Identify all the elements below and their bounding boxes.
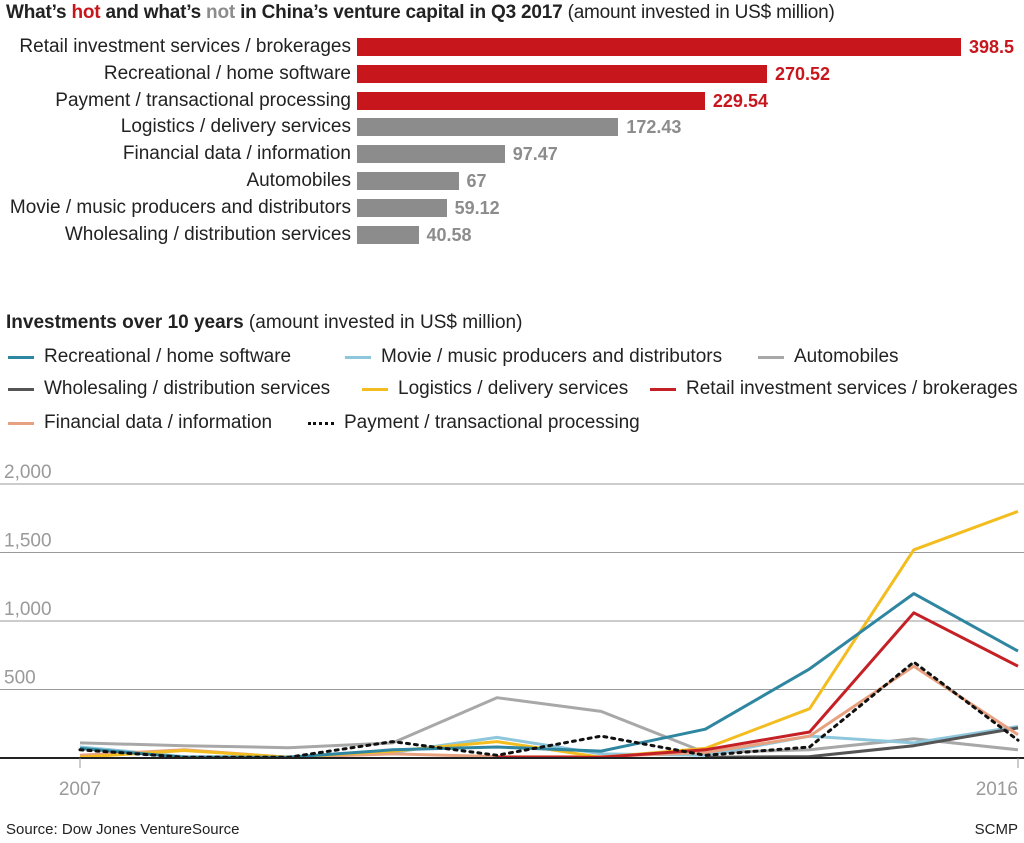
bar-row: Logistics / delivery services 172.43 (0, 116, 1024, 138)
legend-swatch (308, 421, 334, 425)
line-chart-title-text: Investments over 10 years (6, 312, 244, 333)
bar-value-label: 172.43 (626, 117, 682, 138)
legend-item: Financial data / information (8, 412, 272, 434)
legend-item: Logistics / delivery services (362, 378, 628, 400)
line-chart-title: Investments over 10 years (amount invest… (6, 312, 522, 334)
legend-label: Financial data / information (44, 412, 273, 433)
title-hot-word: hot (71, 2, 101, 23)
line-chart-unit: (amount invested in US$ million) (243, 312, 523, 333)
legend-item: Payment / transactional processing (308, 412, 640, 434)
line-chart: 2,000 1,500 1,000 500 2007 2016 (0, 462, 1024, 800)
bar-category-label: Payment / transactional processing (55, 89, 351, 111)
title-part: and what’s (100, 2, 207, 23)
bar-value-label: 97.47 (512, 144, 558, 165)
legend-swatch (362, 387, 388, 391)
legend-item: Automobiles (758, 346, 899, 368)
bar-category-label: Retail investment services / brokerages (19, 36, 351, 57)
legend-swatch (8, 421, 34, 425)
legend-swatch (8, 387, 34, 391)
legend-label: Movie / music producers and distributors (381, 346, 723, 367)
bar-chart: Retail investment services / brokerages 3… (0, 36, 1024, 256)
bar-category-label: Recreational / home software (103, 62, 351, 84)
series-line (79, 696, 1019, 754)
bar (357, 225, 419, 244)
series-line (79, 592, 1019, 759)
legend-label: Wholesaling / distribution services (44, 378, 331, 399)
series-line (705, 726, 1019, 759)
legend-label: Logistics / delivery services (398, 378, 629, 399)
bar-row: Payment / transactional processing 229.54 (0, 90, 1024, 112)
title-unit: (amount invested in US$ million) (562, 2, 835, 23)
series-line (79, 509, 1019, 759)
y-tick-label: 1,500 (4, 531, 52, 552)
bar-row: Financial data / information 97.47 (0, 143, 1024, 165)
legend-item: Retail investment services / brokerages (650, 378, 1018, 400)
bar-category-label: Financial data / information (122, 143, 351, 165)
publisher-credit: SCMP (974, 821, 1018, 838)
y-tick-label: 1,000 (4, 599, 52, 620)
x-tick-label: 2007 (59, 779, 101, 800)
y-tick-label: 2,000 (4, 462, 52, 483)
bar-row: Recreational / home software 270.52 (0, 63, 1024, 85)
bar (357, 38, 961, 56)
legend-item: Wholesaling / distribution services (8, 378, 330, 400)
bar-category-label: Movie / music producers and distributors (9, 196, 351, 218)
bar-row: Wholesaling / distribution services 40.58 (0, 224, 1024, 246)
bar-value-label: 67 (466, 171, 487, 191)
legend-swatch (345, 355, 371, 359)
bar-category-label: Logistics / delivery services (120, 116, 351, 138)
bar-row: Retail investment services / brokerages 3… (0, 36, 1024, 58)
bar (357, 172, 459, 190)
title-part: What’s (6, 2, 72, 23)
legend-item: Movie / music producers and distributors (345, 346, 722, 368)
bar-value-label: 398.5 (969, 37, 1015, 57)
bar (357, 118, 619, 137)
line-chart-legend: Recreational / home software Movie / musi… (0, 344, 1024, 444)
bar-row: Movie / music producers and distributors… (0, 197, 1024, 219)
title-part: in China’s venture capital in Q3 2017 (235, 2, 563, 23)
legend-swatch (650, 387, 676, 391)
legend-label: Payment / transactional processing (344, 412, 640, 433)
bar (357, 145, 505, 164)
series-line (78, 660, 1020, 759)
bar-value-label: 270.52 (775, 63, 831, 84)
bar-value-label: 40.58 (426, 224, 472, 245)
bar-row: Automobiles 67 (0, 170, 1024, 192)
bar-value-label: 229.54 (712, 90, 768, 111)
x-tick-label: 2016 (976, 779, 1018, 800)
legend-label: Automobiles (794, 346, 899, 367)
legend-swatch (758, 355, 784, 359)
bar-category-label: Automobiles (246, 170, 351, 191)
chart-title: What’s hot and what’s not in China’s ven… (6, 2, 835, 24)
bar (357, 91, 705, 110)
bar-category-label: Wholesaling / distribution services (64, 223, 351, 245)
bar-value-label: 59.12 (454, 197, 500, 218)
bar (357, 198, 447, 217)
bar (357, 64, 768, 83)
legend-swatch (8, 355, 34, 359)
legend-label: Retail investment services / brokerages (686, 378, 1018, 399)
y-tick-label: 500 (4, 668, 36, 689)
source-note: Source: Dow Jones VentureSource (6, 821, 240, 838)
title-not-word: not (206, 2, 235, 23)
legend-item: Recreational / home software (8, 346, 291, 368)
legend-label: Recreational / home software (44, 346, 292, 367)
